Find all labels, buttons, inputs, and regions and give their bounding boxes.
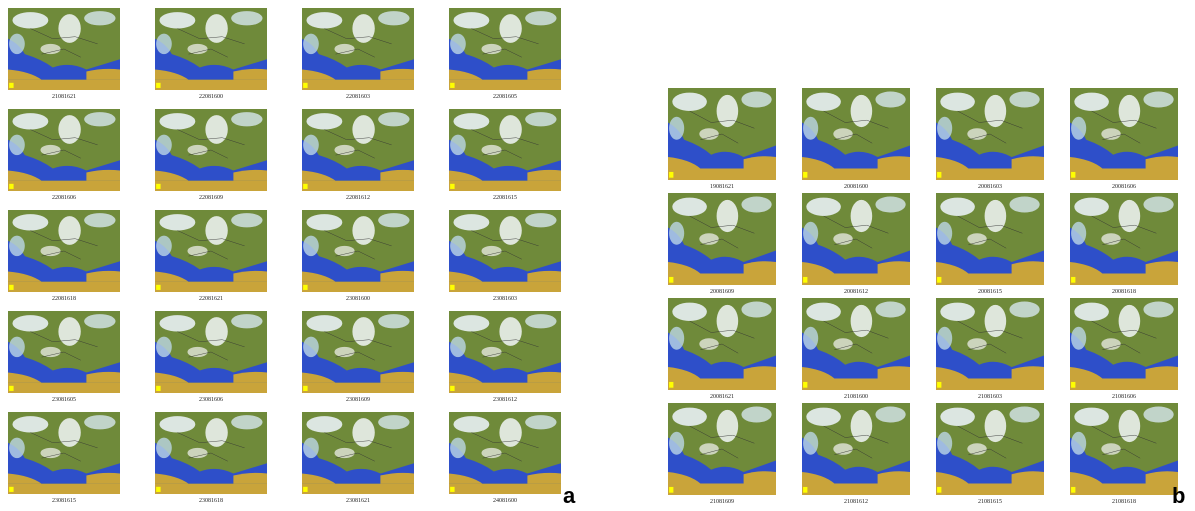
image-label: 20081609: [710, 289, 734, 295]
satellite-image: [302, 109, 414, 191]
image-label: 20081612: [844, 289, 868, 295]
image-label: 22081606: [52, 195, 76, 201]
satellite-image: [155, 8, 267, 90]
image-label: 21081615: [978, 499, 1002, 505]
satellite-image: [1070, 88, 1178, 180]
image-label: 21081606: [1112, 394, 1136, 400]
image-label: 23081621: [346, 498, 370, 504]
satellite-image: [302, 412, 414, 494]
image-label: 20081606: [1112, 184, 1136, 190]
satellite-image: [802, 298, 910, 390]
satellite-image: [155, 210, 267, 292]
image-label: 22081605: [493, 94, 517, 100]
image-label: 24081600: [493, 498, 517, 504]
satellite-image: [449, 8, 561, 90]
satellite-image: [936, 403, 1044, 495]
image-label: 21081621: [52, 94, 76, 100]
satellite-image: [155, 311, 267, 393]
satellite-image: [8, 311, 120, 393]
satellite-image: [8, 8, 120, 90]
image-label: 23081615: [52, 498, 76, 504]
image-label: 23081605: [52, 397, 76, 403]
satellite-image: [936, 88, 1044, 180]
satellite-image: [302, 311, 414, 393]
satellite-image: [1070, 403, 1178, 495]
satellite-image: [155, 109, 267, 191]
image-label: 23081600: [346, 296, 370, 302]
satellite-image: [449, 412, 561, 494]
satellite-image: [8, 109, 120, 191]
satellite-image: [802, 88, 910, 180]
satellite-image: [449, 311, 561, 393]
satellite-image: [668, 403, 776, 495]
image-label: 20081600: [844, 184, 868, 190]
image-label: 19081621: [710, 184, 734, 190]
image-label: 22081612: [346, 195, 370, 201]
image-label: 22081618: [52, 296, 76, 302]
image-label: 22081600: [199, 94, 223, 100]
image-label: 21081612: [844, 499, 868, 505]
satellite-image: [8, 210, 120, 292]
image-label: 23081612: [493, 397, 517, 403]
image-label: 21081609: [710, 499, 734, 505]
satellite-image: [1070, 193, 1178, 285]
image-label: 20081621: [710, 394, 734, 400]
satellite-image: [668, 193, 776, 285]
image-label: 21081603: [978, 394, 1002, 400]
satellite-image: [1070, 298, 1178, 390]
satellite-image: [449, 109, 561, 191]
image-label: 23081606: [199, 397, 223, 403]
image-label: 20081618: [1112, 289, 1136, 295]
panel-letter: a: [563, 483, 576, 508]
satellite-image: [449, 210, 561, 292]
satellite-image: [302, 8, 414, 90]
satellite-image: [302, 210, 414, 292]
image-label: 20081603: [978, 184, 1002, 190]
image-label: 23081609: [346, 397, 370, 403]
image-label: 23081603: [493, 296, 517, 302]
image-label: 22081609: [199, 195, 223, 201]
image-label: 22081603: [346, 94, 370, 100]
satellite-image: [936, 298, 1044, 390]
image-label: 21081600: [844, 394, 868, 400]
satellite-image: [802, 193, 910, 285]
satellite-image: [8, 412, 120, 494]
image-label: 20081615: [978, 289, 1002, 295]
satellite-image: [936, 193, 1044, 285]
satellite-image: [802, 403, 910, 495]
image-label: 22081621: [199, 296, 223, 302]
image-label: 22081615: [493, 195, 517, 201]
image-label: 21081618: [1112, 499, 1136, 505]
panel-letter: b: [1172, 483, 1185, 508]
satellite-image: [668, 88, 776, 180]
satellite-image: [668, 298, 776, 390]
satellite-image: [155, 412, 267, 494]
image-label: 23081618: [199, 498, 223, 504]
figure: 21081621 22081600 22081603 22081605 22081606…: [0, 0, 1195, 511]
